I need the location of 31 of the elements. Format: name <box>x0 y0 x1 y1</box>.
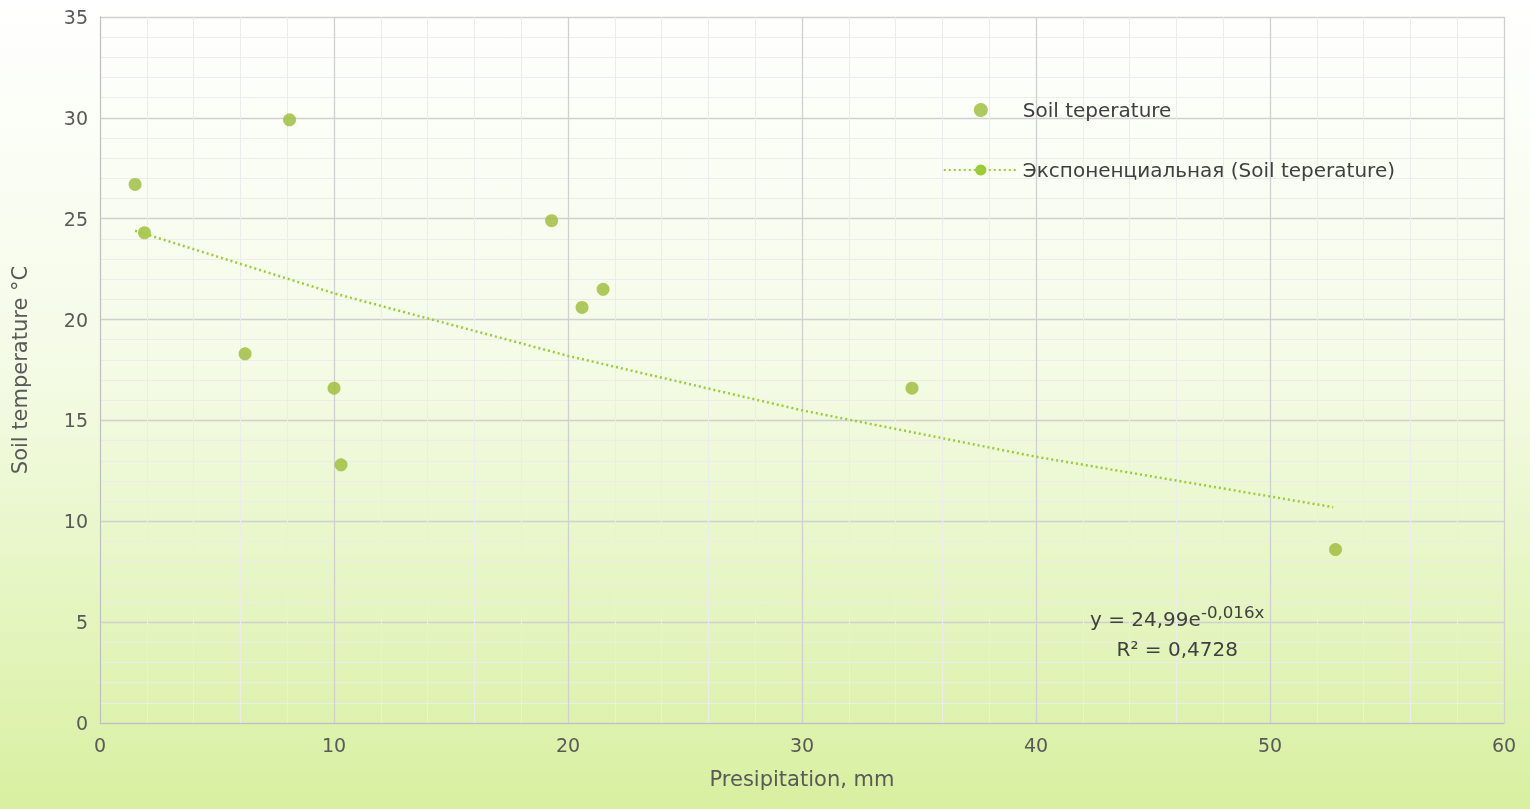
x-tick-label: 20 <box>555 733 581 756</box>
point <box>596 282 610 296</box>
point <box>128 177 142 191</box>
y-tick-label: 20 <box>63 308 88 331</box>
point <box>283 113 297 127</box>
x-tick-label: 30 <box>789 733 815 756</box>
x-tick-label: 0 <box>93 733 107 756</box>
y-tick-label: 0 <box>75 712 88 734</box>
x-axis-title: Presipitation, mm <box>709 766 895 791</box>
y-tick-label: 5 <box>75 611 88 634</box>
legend-label: Soil teperature <box>1022 98 1172 122</box>
y-tick-label: 15 <box>63 409 88 432</box>
point <box>545 214 559 228</box>
point <box>1329 543 1343 557</box>
point <box>575 300 589 314</box>
legend-label: Экспоненциальная (Soil teperature) <box>1022 158 1396 182</box>
y-tick-label: 35 <box>63 6 88 28</box>
x-tick-label: 10 <box>321 733 347 756</box>
point <box>327 381 341 395</box>
y-tick-label: 30 <box>63 106 88 129</box>
point <box>238 347 252 361</box>
line-series <box>133 229 1335 509</box>
point <box>334 458 348 472</box>
equation-note: y = 24,99e$^{-0,016x}$ R² = 0,4728 <box>1090 602 1265 663</box>
x-tick-label: 50 <box>1257 733 1283 756</box>
point <box>905 381 919 395</box>
y-axis-title: Soil temperature °C <box>7 265 32 475</box>
x-tick-label: 60 <box>1491 733 1517 756</box>
x-tick-label: 40 <box>1023 733 1049 756</box>
y-tick-label: 25 <box>63 207 88 230</box>
y-tick-label: 10 <box>63 510 88 533</box>
